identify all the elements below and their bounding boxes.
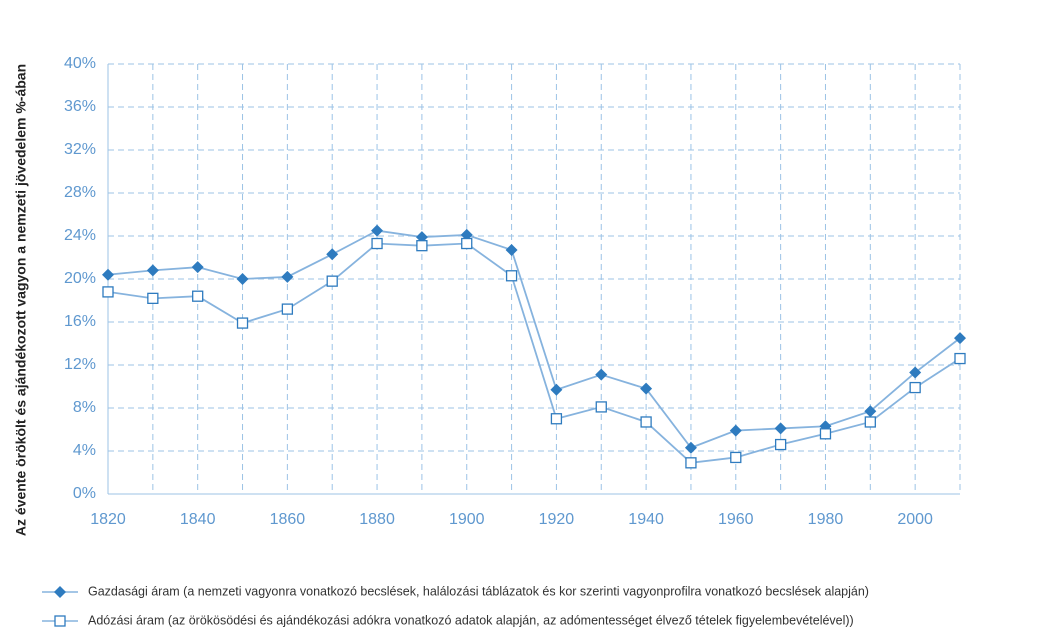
data-point (595, 401, 607, 413)
data-point (819, 428, 832, 440)
x-tick-label: 1900 (449, 511, 485, 528)
data-point (550, 383, 563, 396)
data-point (326, 248, 339, 261)
y-tick-label: 28% (64, 184, 96, 201)
data-point (685, 457, 697, 469)
data-point (236, 273, 249, 285)
data-point (461, 237, 473, 250)
data-point (236, 317, 249, 329)
y-axis-label: Az évente örökölt és ajándékozott vagyon… (13, 64, 29, 536)
y-tick-label: 24% (64, 227, 96, 244)
data-point (730, 451, 742, 464)
data-point (371, 224, 384, 237)
data-point (102, 268, 114, 281)
y-tick-label: 40% (64, 55, 96, 72)
data-point (640, 382, 653, 395)
x-tick-label: 1960 (718, 511, 754, 528)
data-point (684, 441, 697, 454)
data-point (505, 270, 518, 282)
y-tick-label: 8% (73, 399, 96, 416)
legend-label: Gazdasági áram (a nemzeti vagyonra vonat… (88, 584, 869, 598)
x-tick-label: 1880 (359, 511, 395, 528)
y-tick-label: 4% (73, 442, 96, 459)
x-tick-label: 1860 (270, 511, 306, 528)
y-tick-label: 16% (64, 313, 96, 330)
data-point (909, 381, 921, 394)
x-tick-label: 1840 (180, 511, 216, 528)
data-point (326, 275, 338, 287)
data-point (774, 438, 787, 451)
legend-marker (54, 615, 66, 627)
y-tick-label: 36% (64, 98, 96, 115)
data-point (729, 424, 742, 437)
y-tick-label: 12% (64, 356, 96, 373)
data-point (191, 261, 204, 274)
data-point (281, 303, 294, 315)
x-tick-label: 1940 (628, 511, 664, 528)
data-point (416, 240, 428, 252)
series-line (107, 242, 961, 464)
x-tick-label: 1980 (808, 511, 844, 528)
x-tick-label: 1920 (539, 511, 575, 528)
data-point (371, 237, 383, 250)
data-point (192, 290, 204, 302)
data-point (146, 264, 159, 277)
data-point (281, 270, 294, 283)
data-point (505, 243, 518, 256)
data-point (147, 292, 159, 305)
data-point (954, 352, 966, 365)
legend-label: Adózási áram (az örökösödési és ajándéko… (88, 613, 854, 627)
series-line (107, 229, 961, 449)
data-point (909, 366, 922, 379)
data-point (102, 286, 114, 298)
data-point (550, 413, 563, 425)
data-point (774, 422, 787, 435)
data-point (954, 332, 966, 345)
data-point (595, 368, 608, 381)
y-tick-label: 0% (73, 485, 96, 502)
data-point (864, 416, 876, 428)
y-tick-label: 20% (64, 270, 96, 287)
legend-marker (54, 586, 66, 598)
y-tick-label: 32% (64, 141, 96, 158)
x-tick-label: 2000 (897, 511, 933, 528)
data-point (864, 405, 877, 418)
x-tick-label: 1820 (90, 511, 126, 528)
data-point (640, 416, 652, 428)
